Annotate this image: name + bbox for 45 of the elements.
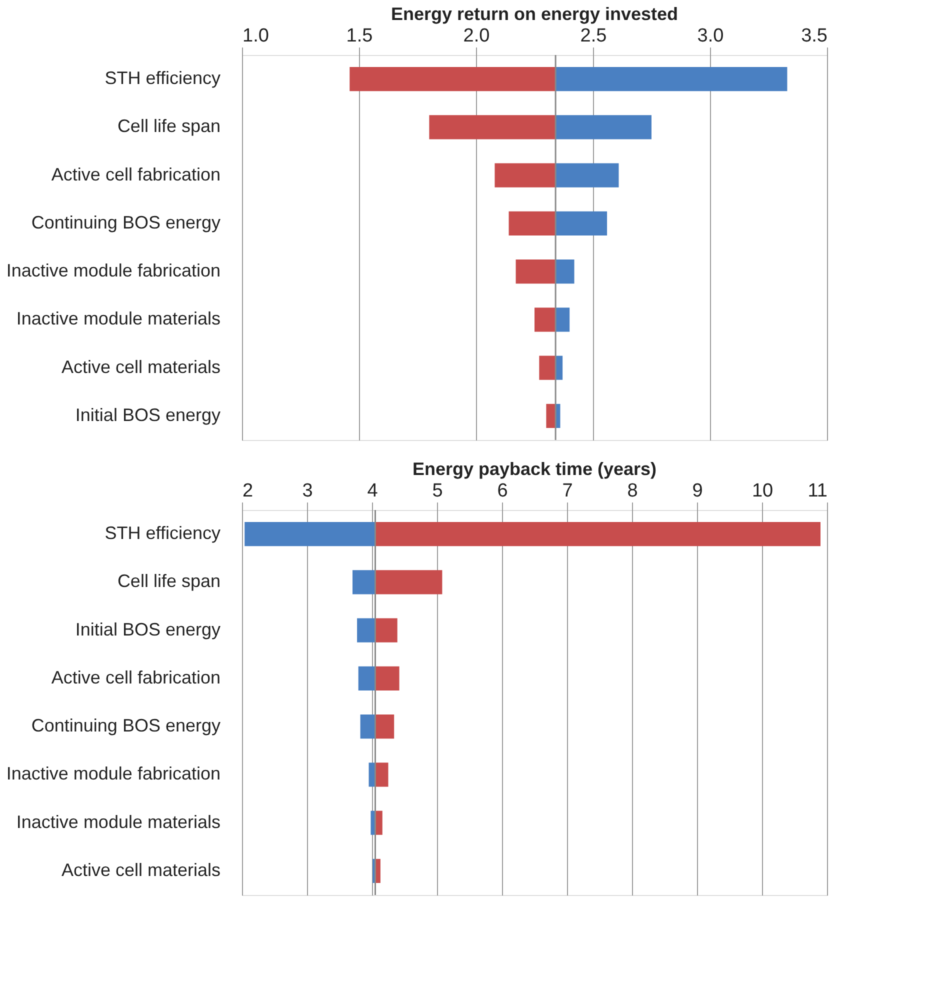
y-tick-label: Initial BOS energy [75, 619, 220, 640]
y-tick-label: Active cell materials [61, 860, 220, 880]
x-tick-label: 11 [808, 480, 828, 502]
bar [358, 666, 376, 690]
x-tick-label: 1.0 [242, 26, 269, 46]
x-tick-label: 3.0 [697, 26, 724, 46]
y-tick-label: Initial BOS energy [75, 404, 220, 425]
bar [375, 570, 442, 594]
y-tick-label: Active cell fabrication [51, 164, 220, 184]
x-tick-label: 7 [562, 480, 573, 502]
chart-title: Energy payback time (years) [412, 459, 657, 479]
y-tick-label: STH efficiency [104, 68, 220, 88]
bar [375, 762, 388, 787]
y-tick-label: Continuing BOS energy [31, 212, 220, 232]
x-tick-label: 6 [497, 480, 508, 502]
y-tick-label: Active cell fabrication [51, 667, 220, 688]
y-tick-label: Inactive module materials [16, 812, 220, 832]
y-tick-label: Inactive module fabrication [6, 764, 220, 784]
x-tick-label: 3.5 [801, 26, 828, 46]
y-tick-label: STH efficiency [104, 523, 220, 544]
y-tick-label: Cell life span [117, 116, 220, 136]
bar [244, 522, 376, 546]
x-tick-label: 5 [432, 480, 443, 502]
y-tick-label: Continuing BOS energy [31, 716, 220, 736]
y-tick-label: Cell life span [117, 571, 220, 592]
x-tick-label: 4 [367, 480, 378, 502]
x-tick-label: 2 [242, 480, 254, 502]
y-tick-label: Inactive module materials [16, 308, 220, 329]
x-tick-label: 10 [752, 480, 774, 502]
chart-title: Energy return on energy invested [390, 4, 678, 24]
x-tick-label: 1.5 [346, 26, 373, 46]
x-tick-label: 8 [627, 480, 638, 502]
bar [360, 714, 376, 739]
x-tick-label: 3 [302, 480, 313, 502]
bar [375, 618, 398, 642]
y-tick-label: Inactive module fabrication [6, 260, 220, 281]
x-tick-label: 2.5 [580, 26, 607, 46]
bar [352, 570, 376, 594]
x-tick-label: 2.0 [463, 26, 490, 46]
x-tick-label: 9 [692, 480, 703, 502]
y-tick-label: Active cell materials [61, 356, 220, 377]
bar [357, 618, 376, 642]
bar [375, 666, 400, 690]
bar [375, 522, 820, 546]
bar [375, 714, 394, 739]
